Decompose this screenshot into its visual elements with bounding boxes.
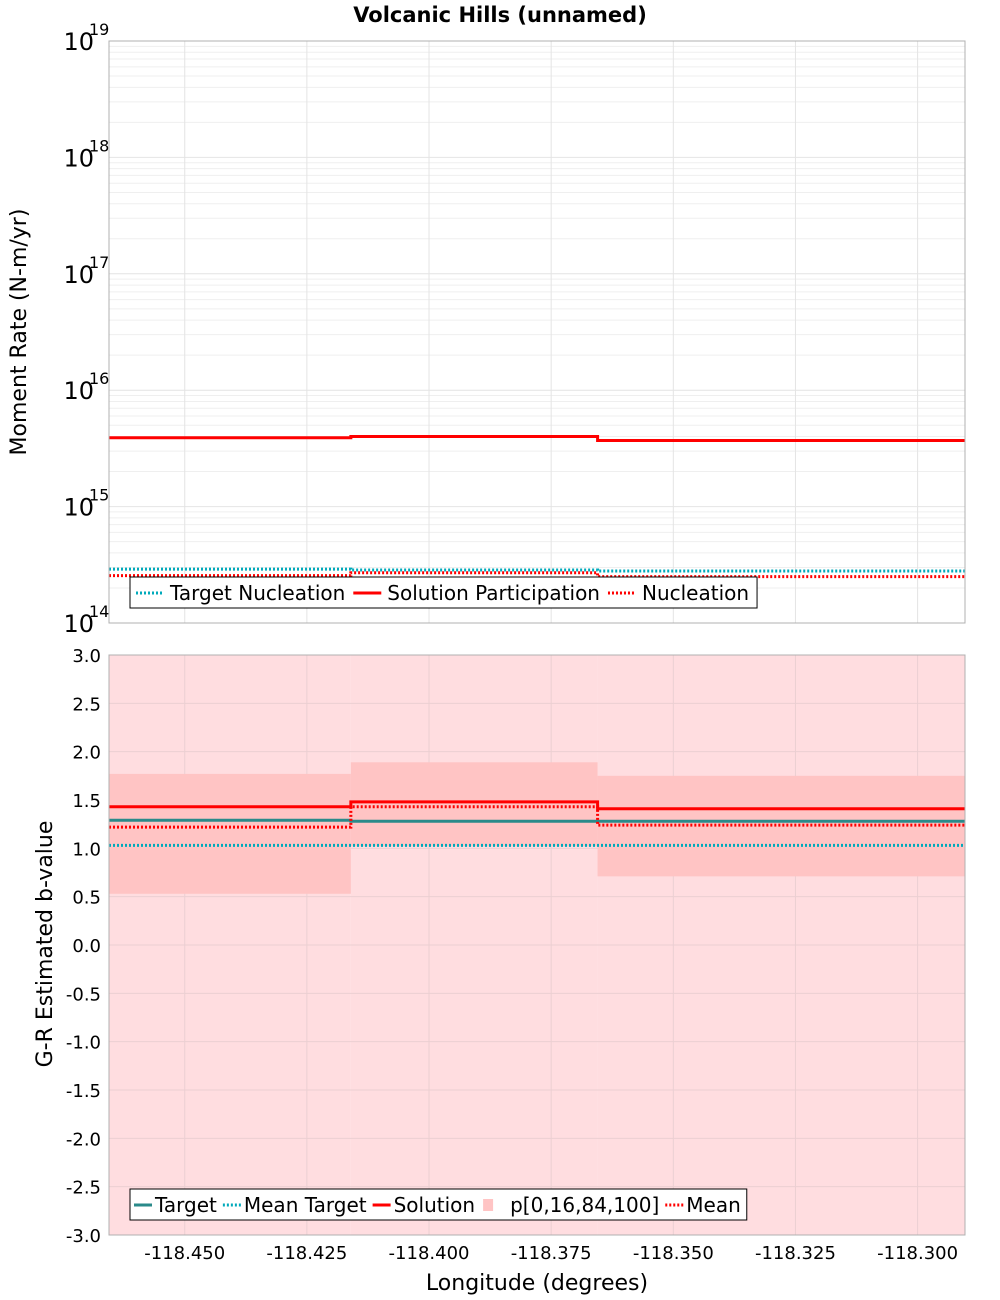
y-tick-label: 2.5 <box>72 694 101 715</box>
series-line-target-nucleation <box>109 567 965 573</box>
x-tick-label: -118.325 <box>755 1243 836 1264</box>
legend-item: p[0,16,84,100] <box>483 1193 659 1217</box>
x-tick-label: -118.300 <box>877 1243 958 1264</box>
series-line-mean <box>109 805 965 829</box>
x-tick-label: -118.425 <box>266 1243 347 1264</box>
x-tick-label: -118.375 <box>511 1243 592 1264</box>
y-tick-exponent: 15 <box>89 486 109 505</box>
y-tick-label: 10 <box>63 494 94 522</box>
x-tick-label: -118.400 <box>389 1243 470 1264</box>
legend-item: Nucleation <box>607 581 749 605</box>
b-value-panel: 3.0 2.5 2.0 1.5 1.0 0.5 0.0 -0.5 -1.0 -1.5 -2.0 -2.… <box>66 646 966 1264</box>
legend-item: Mean <box>665 1193 741 1217</box>
legend-box <box>129 576 758 609</box>
percentile-band-inner <box>109 773 351 894</box>
y-tick-exponent: 17 <box>89 253 109 272</box>
y-tick-exponent: 19 <box>89 20 109 39</box>
legend-item: Mean Target <box>222 1193 367 1217</box>
legend-label: Nucleation <box>642 581 749 605</box>
y-tick-label: 10 <box>63 377 94 405</box>
legend-swatch <box>483 1199 494 1211</box>
x-tick-label: -118.350 <box>633 1243 714 1264</box>
y-tick-label: 10 <box>63 261 94 289</box>
y-tick-label: 10 <box>63 610 94 638</box>
x-axis-label: Longitude (degrees) <box>426 1271 648 1296</box>
series-line-solution <box>109 800 965 811</box>
legend-item: Target <box>134 1193 217 1217</box>
y-tick-label: -0.5 <box>66 984 101 1005</box>
y-tick-label: 10 <box>63 28 94 56</box>
legend-item: Target Nucleation <box>136 581 345 605</box>
top-y-axis-label: Moment Rate (N-m/yr) <box>7 209 32 456</box>
y-tick-label: -1.0 <box>66 1033 101 1054</box>
y-tick-label: 3.0 <box>72 646 101 667</box>
y-tick-label: 1.5 <box>72 791 101 812</box>
legend-label: Solution Participation <box>387 581 600 605</box>
legend-item: Solution <box>372 1193 475 1217</box>
percentile-band-inner <box>350 762 598 847</box>
y-tick-label: -1.5 <box>66 1081 101 1102</box>
y-tick-label: -3.0 <box>66 1226 101 1247</box>
plot-frame <box>108 654 966 1236</box>
y-tick-label: -2.0 <box>66 1129 101 1150</box>
plot-frame <box>108 40 966 624</box>
plot-background <box>109 41 965 623</box>
series-line-target <box>109 818 965 823</box>
chart-title: Volcanic Hills (unnamed) <box>353 3 647 27</box>
y-tick-label: 0.5 <box>72 888 101 909</box>
y-tick-exponent: 14 <box>89 602 109 621</box>
legend-item: Solution Participation <box>353 581 600 605</box>
legend-label: Target <box>154 1193 217 1217</box>
legend-label: Mean Target <box>244 1193 367 1217</box>
x-tick-label: -118.450 <box>144 1243 225 1264</box>
y-tick-label: -2.5 <box>66 1178 101 1199</box>
legend-label: Mean <box>686 1193 741 1217</box>
y-tick-exponent: 18 <box>89 136 109 155</box>
series-line-solution-participation <box>109 435 965 442</box>
legend: Target Nucleation Solution Participation N… <box>129 576 758 609</box>
y-tick-label: 2.0 <box>72 743 101 764</box>
y-tick-label: 10 <box>63 144 94 172</box>
legend-label: Solution <box>394 1193 475 1217</box>
legend: Target Mean Target Solution p[0,16,84,100] M… <box>129 1188 748 1221</box>
y-tick-exponent: 16 <box>89 369 109 388</box>
y-tick-label: 1.0 <box>72 839 101 860</box>
y-tick-label: 0.0 <box>72 936 101 957</box>
percentile-band-inner <box>597 775 965 877</box>
legend-label: Target Nucleation <box>169 581 345 605</box>
legend-label: p[0,16,84,100] <box>510 1193 659 1217</box>
bottom-y-axis-label: G-R Estimated b-value <box>33 821 58 1068</box>
